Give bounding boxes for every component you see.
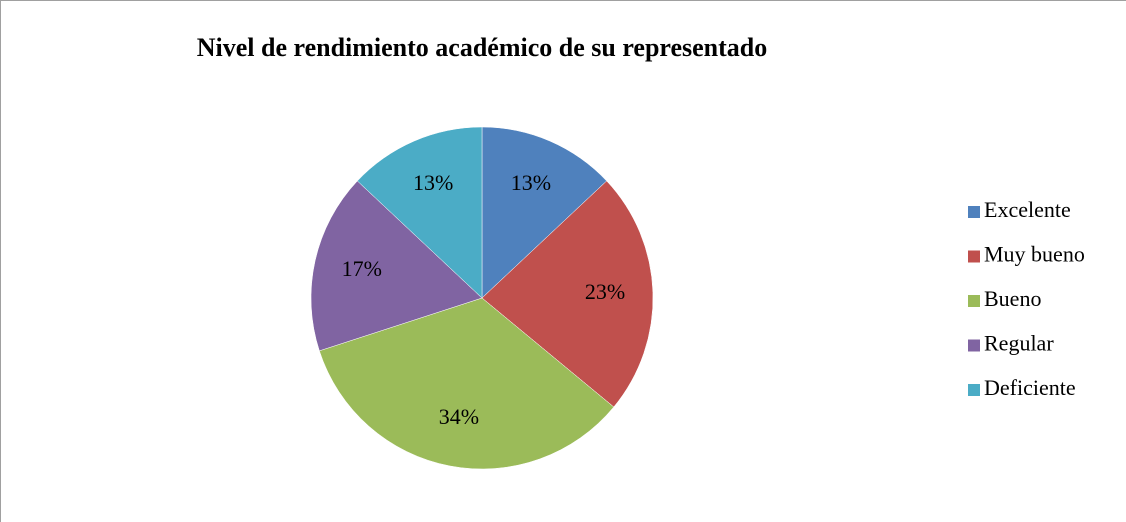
legend-label: Bueno bbox=[984, 286, 1041, 311]
pie-slice bbox=[481, 180, 654, 408]
chart-title: Nivel de rendimiento académico de su rep… bbox=[197, 33, 768, 62]
pie-slice bbox=[481, 126, 608, 299]
legend-swatch bbox=[968, 384, 980, 396]
pie-slice bbox=[310, 180, 483, 352]
data-label: 13% bbox=[413, 170, 453, 195]
legend-swatch bbox=[968, 250, 980, 263]
pie-slice bbox=[356, 126, 483, 299]
legend-label: Regular bbox=[984, 331, 1054, 356]
legend-label: Muy bueno bbox=[984, 242, 1085, 267]
data-label: 23% bbox=[585, 279, 625, 304]
legend-swatch bbox=[968, 339, 980, 352]
data-label: 34% bbox=[439, 404, 479, 429]
data-label: 13% bbox=[511, 170, 551, 195]
data-label: 17% bbox=[342, 256, 382, 281]
legend-label: Excelente bbox=[984, 197, 1071, 222]
pie-slice bbox=[319, 297, 615, 470]
legend-swatch bbox=[968, 295, 980, 307]
legend-swatch bbox=[968, 206, 980, 218]
legend-label: Deficiente bbox=[984, 375, 1076, 400]
